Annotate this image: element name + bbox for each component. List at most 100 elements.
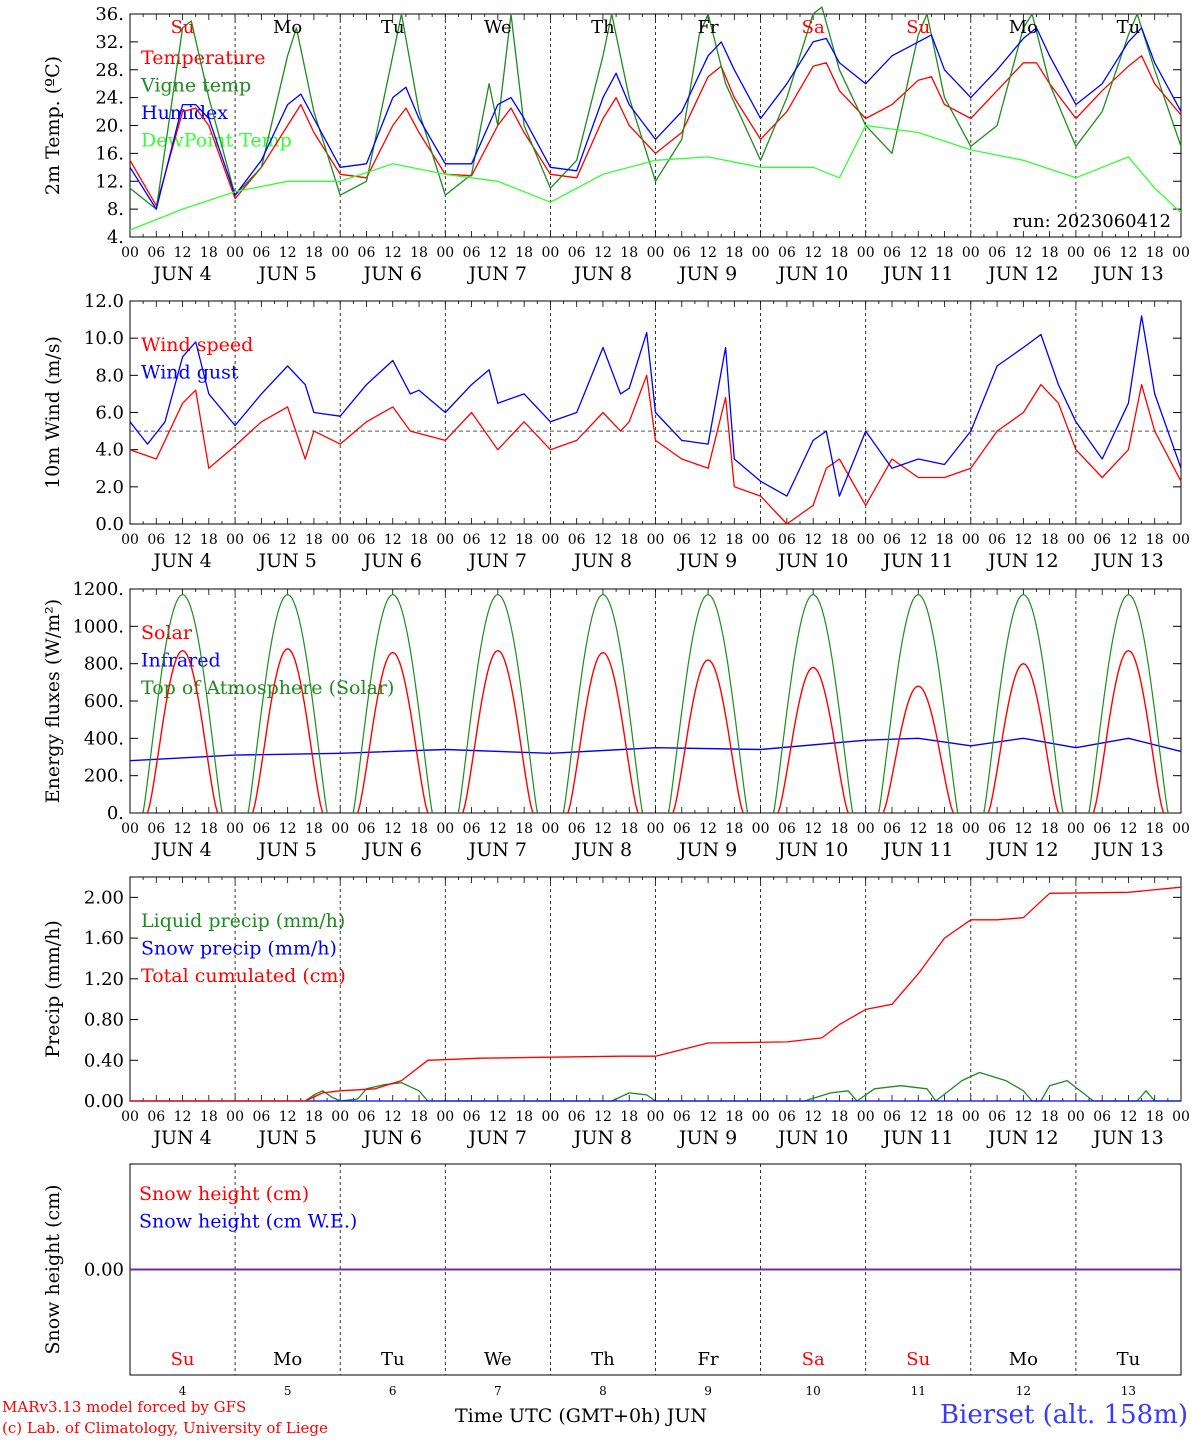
hour-tick-label: 18 [200, 532, 218, 548]
toa-solar-curve [247, 593, 328, 814]
date-tick-label: JUN 12 [986, 1127, 1058, 1149]
hour-tick-label: 00 [647, 532, 665, 548]
y-tick-label: 1200. [72, 579, 124, 600]
date-tick-label: JUN 11 [881, 263, 953, 285]
hour-tick-label: 00 [647, 1109, 665, 1125]
date-tick-label: 8 [599, 1384, 607, 1398]
date-tick-label: JUN 13 [1091, 1127, 1163, 1149]
hour-tick-label: 00 [121, 821, 139, 837]
hour-tick-label: 06 [883, 532, 901, 548]
hour-tick-label: 06 [358, 821, 376, 837]
solar-curve [672, 659, 744, 814]
hour-tick-label: 00 [331, 245, 349, 261]
y-axis-title: Energy fluxes (W/m²) [42, 599, 64, 803]
y-tick-label: 0.00 [84, 1091, 124, 1112]
hour-tick-label: 00 [857, 821, 875, 837]
legend-entry: Total cumulated (cm) [141, 965, 346, 987]
hour-tick-label: 06 [568, 245, 586, 261]
date-tick-label: 6 [389, 1384, 397, 1398]
hour-tick-label: 00 [436, 532, 454, 548]
hour-tick-label: 00 [331, 1109, 349, 1125]
hour-tick-label: 06 [673, 1109, 691, 1125]
date-tick-label: JUN 4 [151, 1127, 211, 1149]
hour-tick-label: 00 [121, 245, 139, 261]
date-tick-label: JUN 5 [256, 263, 316, 285]
hour-tick-label: 06 [463, 245, 481, 261]
date-tick-label: JUN 9 [677, 839, 737, 861]
hour-tick-label: 06 [463, 821, 481, 837]
hour-tick-label: 00 [752, 1109, 770, 1125]
hour-tick-label: 18 [1041, 1109, 1059, 1125]
hour-tick-label: 00 [121, 1109, 139, 1125]
legend-entry: Snow height (cm W.E.) [139, 1211, 357, 1233]
date-tick-label: JUN 6 [362, 550, 422, 572]
model-credit: MARv3.13 model forced by GFS [2, 1398, 247, 1416]
hour-tick-label: 12 [384, 821, 402, 837]
hour-tick-label: 06 [988, 532, 1006, 548]
date-tick-label: JUN 8 [572, 839, 632, 861]
hour-tick-label: 18 [410, 532, 428, 548]
date-tick-label: JUN 11 [881, 839, 953, 861]
infrared-line [129, 737, 1182, 762]
date-tick-label: JUN 11 [881, 1127, 953, 1149]
y-tick-label: 2.00 [84, 887, 124, 908]
weekday-label: Su [906, 17, 930, 38]
hour-tick-label: 12 [594, 821, 612, 837]
hour-tick-label: 12 [804, 245, 822, 261]
hour-tick-label: 00 [541, 245, 559, 261]
hour-tick-label: 12 [804, 1109, 822, 1125]
hour-tick-label: 00 [752, 245, 770, 261]
y-tick-label: 2.0 [95, 477, 124, 498]
hour-tick-label: 00 [1172, 532, 1190, 548]
hour-tick-label: 18 [620, 1109, 638, 1125]
y-tick-label: 20. [95, 116, 124, 137]
hour-tick-label: 06 [1093, 821, 1111, 837]
hour-tick-label: 18 [725, 821, 743, 837]
hour-tick-label: 12 [699, 532, 717, 548]
y-tick-label: 32. [95, 32, 124, 53]
y-tick-label: 8. [107, 199, 124, 220]
hour-tick-label: 06 [988, 245, 1006, 261]
date-tick-label: JUN 9 [677, 263, 737, 285]
hour-tick-label: 12 [489, 821, 507, 837]
hour-tick-label: 00 [436, 821, 454, 837]
legend-entry: Temperature [141, 47, 265, 69]
y-tick-label: 200. [84, 766, 124, 787]
hour-tick-label: 18 [725, 245, 743, 261]
hour-tick-label: 00 [1172, 821, 1190, 837]
hour-tick-label: 18 [620, 821, 638, 837]
date-tick-label: JUN 10 [776, 839, 848, 861]
hour-tick-label: 00 [962, 532, 980, 548]
date-tick-label: JUN 9 [677, 1127, 737, 1149]
y-tick-label: 12. [95, 171, 124, 192]
solar-curve [567, 651, 639, 814]
hour-tick-label: 18 [1146, 532, 1164, 548]
hour-tick-label: 06 [358, 245, 376, 261]
hour-tick-label: 06 [463, 1109, 481, 1125]
date-tick-label: 10 [806, 1384, 821, 1398]
weekday-label: We [484, 1349, 512, 1370]
hour-tick-label: 00 [962, 821, 980, 837]
y-tick-label: 4.0 [95, 440, 124, 461]
weekday-label: Tu [1117, 1349, 1141, 1370]
series-line [129, 315, 1182, 497]
hour-tick-label: 12 [1120, 532, 1138, 548]
weekday-label: Mo [1009, 17, 1038, 38]
date-tick-label: JUN 10 [776, 263, 848, 285]
date-tick-label: JUN 7 [467, 839, 527, 861]
date-tick-label: JUN 12 [986, 263, 1058, 285]
weekday-label: Tu [1117, 17, 1141, 38]
y-tick-label: 0.40 [84, 1050, 124, 1071]
date-tick-label: JUN 8 [572, 1127, 632, 1149]
hour-tick-label: 06 [358, 1109, 376, 1125]
weekday-label: Th [591, 1349, 615, 1370]
date-tick-label: JUN 5 [256, 839, 316, 861]
date-tick-label: JUN 7 [467, 550, 527, 572]
weekday-label: Tu [381, 17, 405, 38]
hour-tick-label: 18 [936, 245, 954, 261]
y-tick-label: 4. [107, 227, 124, 248]
hour-tick-label: 12 [174, 245, 192, 261]
date-tick-label: JUN 8 [572, 550, 632, 572]
y-tick-label: 800. [84, 654, 124, 675]
date-tick-label: 9 [704, 1384, 712, 1398]
